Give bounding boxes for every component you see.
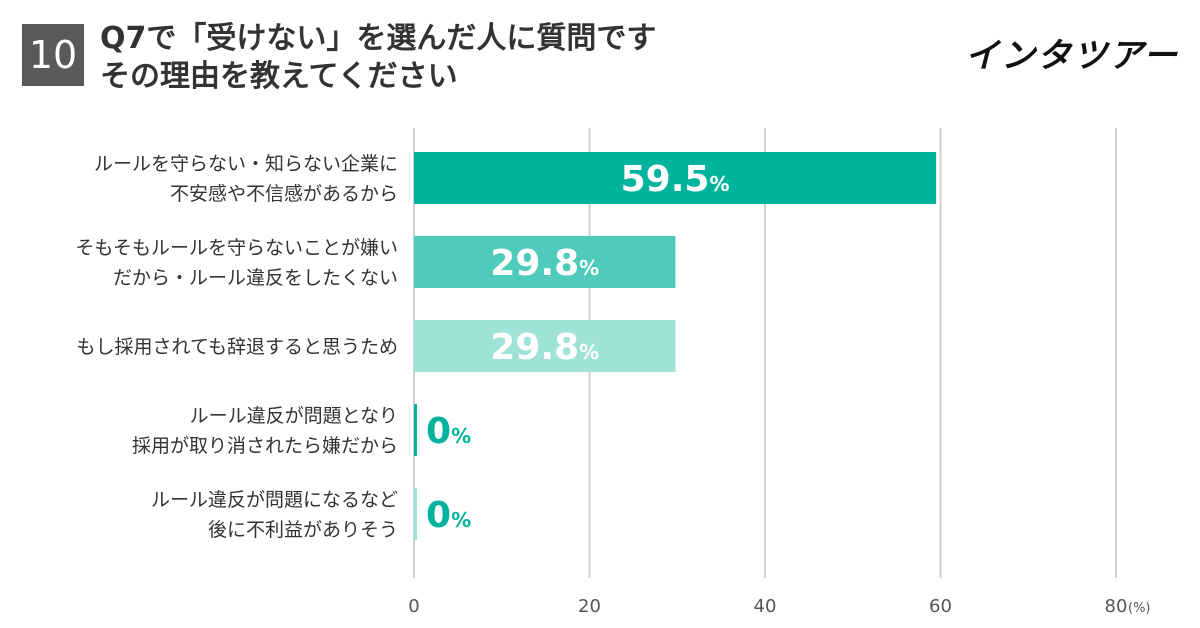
bar-3	[414, 404, 417, 456]
x-tick-label-3: 60	[929, 596, 952, 617]
data-label-unit-2: %	[579, 340, 599, 364]
bar-0	[414, 152, 937, 204]
category-label-2-line-0: もし採用されても辞退すると思うため	[77, 336, 398, 358]
x-tick-label-0: 0	[408, 596, 419, 617]
bar-4	[414, 488, 417, 540]
data-label-unit-0: %	[709, 172, 729, 196]
data-label-0: 59.5%	[621, 159, 730, 200]
data-label-2: 29.8%	[490, 327, 599, 368]
category-label-0-line-0: ルールを守らない・知らない企業に	[94, 153, 398, 175]
data-label-value-1: 29.8	[490, 243, 579, 284]
data-label-unit-4: %	[451, 508, 471, 532]
data-label-value-4: 0	[426, 495, 451, 536]
data-label-unit-3: %	[451, 424, 471, 448]
x-tick-label-2: 40	[754, 596, 777, 617]
data-label-value-2: 29.8	[490, 327, 579, 368]
category-label-0-line-1: 不安感や不信感があるから	[170, 183, 398, 205]
bar-2	[414, 320, 676, 372]
data-label-1: 29.8%	[490, 243, 599, 284]
x-axis-unit: (%)	[1128, 601, 1151, 616]
category-label-1-line-1: だから・ルール違反をしたくない	[113, 267, 398, 289]
category-label-4-line-0: ルール違反が問題になるなど	[151, 489, 398, 511]
title-line-2: その理由を教えてください	[100, 59, 458, 94]
data-label-3: 0%	[426, 411, 471, 452]
category-label-4-line-1: 後に不利益がありそう	[208, 519, 398, 541]
page-title: Q7で「受けない」を選んだ人に質問です その理由を教えてください	[100, 20, 720, 96]
x-tick-label-1: 20	[578, 596, 601, 617]
bar-1	[414, 236, 676, 288]
question-number-badge: 10	[22, 24, 84, 86]
data-label-4: 0%	[426, 495, 471, 536]
x-tick-label-4: 80	[1105, 596, 1128, 617]
category-label-3-line-0: ルール違反が問題となり	[190, 405, 398, 427]
data-label-value-0: 59.5	[621, 159, 710, 200]
data-label-value-3: 0	[426, 411, 451, 452]
category-label-1-line-0: そもそもルールを守らないことが嫌い	[75, 237, 398, 259]
title-line-1: Q7で「受けない」を選んだ人に質問です	[100, 21, 657, 56]
data-label-unit-1: %	[579, 256, 599, 280]
category-label-3-line-1: 採用が取り消されたら嫌だから	[132, 435, 398, 457]
brand-logo: インタツアー	[965, 36, 1179, 76]
